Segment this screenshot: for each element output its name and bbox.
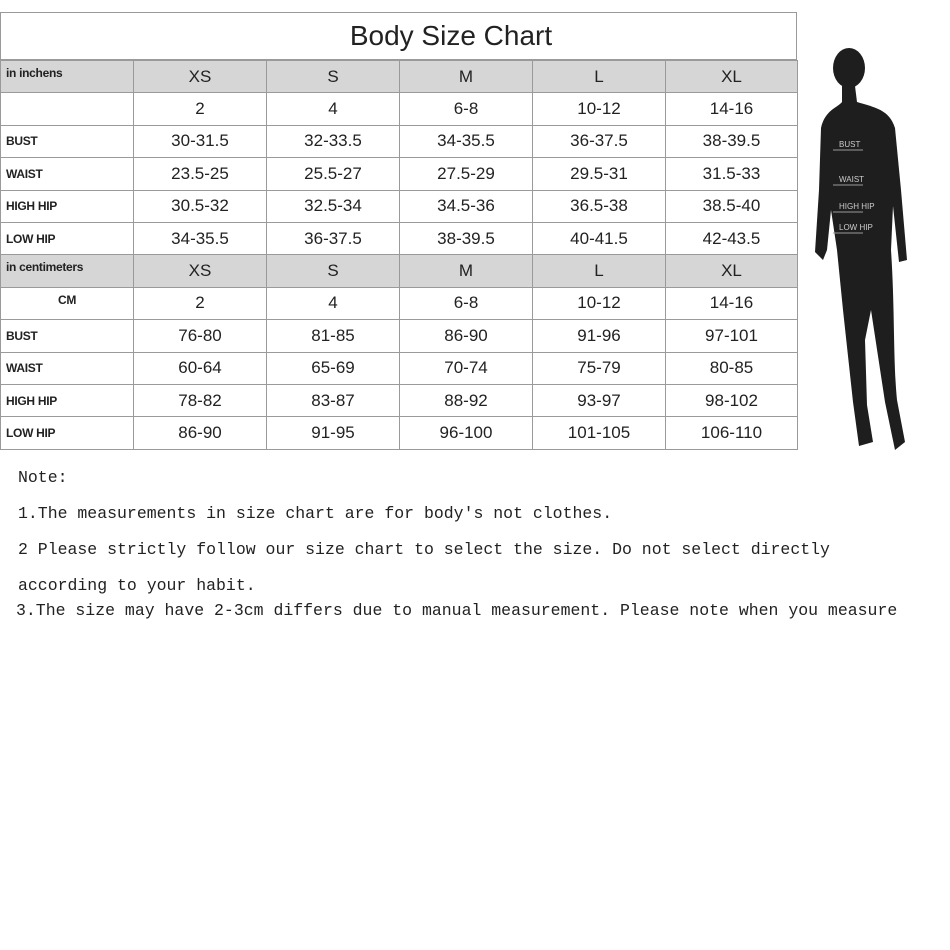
table-cell: 31.5-33 [665, 157, 798, 191]
table-cell: 6-8 [399, 92, 533, 126]
column-header: M [399, 254, 533, 288]
note-heading: Note: [18, 468, 68, 487]
table-cell: 34-35.5 [133, 222, 267, 256]
table-cell: 65-69 [266, 351, 400, 385]
table-cell: 14-16 [665, 92, 798, 126]
silhouette: BUST WAIST HIGH HIP LOW HIP [815, 48, 907, 450]
table-cell: 38-39.5 [665, 124, 798, 159]
table-cell: 93-97 [532, 384, 666, 418]
note-line: 3.The size may have 2-3cm differs due to… [16, 601, 898, 620]
table-cell: 6-8 [399, 286, 533, 321]
figure-labels: BUST WAIST HIGH HIP LOW HIP [833, 140, 875, 234]
table-cell: 29.5-31 [532, 157, 666, 191]
figure-label: BUST [839, 140, 860, 149]
figure [815, 48, 907, 450]
row-label: HIGH HIP [0, 384, 134, 418]
row-label: HIGH HIP [0, 189, 134, 223]
row-label [0, 92, 134, 126]
table-cell: 10-12 [532, 92, 666, 126]
table-cell: 30.5-32 [133, 189, 267, 223]
column-header: S [266, 254, 400, 288]
table-cell: 10-12 [532, 286, 666, 321]
note-line: 1.The measurements in size chart are for… [18, 504, 613, 523]
row-label: WAIST [0, 351, 134, 385]
table-cell: 83-87 [266, 384, 400, 418]
table-cell: 101-105 [532, 416, 666, 450]
table-cell: 98-102 [665, 384, 798, 418]
table-cell: 36.5-38 [532, 189, 666, 223]
column-header: S [266, 60, 400, 94]
table-cell: 86-90 [399, 319, 533, 353]
table-cell: 4 [266, 92, 400, 126]
table-cell: 34-35.5 [399, 124, 533, 159]
table-cell: 2 [133, 92, 267, 126]
row-label: WAIST [0, 157, 134, 191]
table-cell: 32-33.5 [266, 124, 400, 159]
table-cell: 80-85 [665, 351, 798, 385]
note-line: 2 Please strictly follow our size chart … [18, 540, 830, 559]
row-label: LOW HIP [0, 416, 134, 450]
column-header: L [532, 60, 666, 94]
column-header: XL [665, 60, 798, 94]
table-cell: 86-90 [133, 416, 267, 450]
table-cell: 36-37.5 [266, 222, 400, 256]
column-header: L [532, 254, 666, 288]
table-cell: 76-80 [133, 319, 267, 353]
table-cell: 14-16 [665, 286, 798, 321]
table-label: in centimeters [0, 254, 134, 288]
table-cell: 91-95 [266, 416, 400, 450]
table-cell: 106-110 [665, 416, 798, 450]
table-cell: 42-43.5 [665, 222, 798, 256]
row-label: BUST [0, 319, 134, 353]
figure-label: WAIST [839, 175, 864, 184]
table-cell: 23.5-25 [133, 157, 267, 191]
table-cell: 96-100 [399, 416, 533, 450]
table-cell: 97-101 [665, 319, 798, 353]
table-cell: 78-82 [133, 384, 267, 418]
table-cell: 32.5-34 [266, 189, 400, 223]
column-header: XS [133, 60, 267, 94]
table-cell: 40-41.5 [532, 222, 666, 256]
row-label: BUST [0, 124, 134, 159]
table-cell: 91-96 [532, 319, 666, 353]
table-label: in inchens [0, 60, 134, 94]
figure-label: LOW HIP [839, 223, 873, 232]
table-cell: 81-85 [266, 319, 400, 353]
table-cell: 38.5-40 [665, 189, 798, 223]
table-cell: 25.5-27 [266, 157, 400, 191]
note-line: according to your habit. [18, 576, 256, 595]
table-cell: 88-92 [399, 384, 533, 418]
table-cell: 4 [266, 286, 400, 321]
figure-label: HIGH HIP [839, 202, 875, 211]
table-cell: 27.5-29 [399, 157, 533, 191]
column-header: M [399, 60, 533, 94]
title: Body Size Chart [0, 12, 797, 60]
table-cell: 60-64 [133, 351, 267, 385]
table-cell: 38-39.5 [399, 222, 533, 256]
table-cell: 36-37.5 [532, 124, 666, 159]
row-label: LOW HIP [0, 222, 134, 256]
column-header: XS [133, 254, 267, 288]
table-cell: 2 [133, 286, 267, 321]
table-cell: 34.5-36 [399, 189, 533, 223]
row-label: CM [0, 286, 134, 321]
table-cell: 70-74 [399, 351, 533, 385]
column-header: XL [665, 254, 798, 288]
table-cell: 30-31.5 [133, 124, 267, 159]
table-cell: 75-79 [532, 351, 666, 385]
